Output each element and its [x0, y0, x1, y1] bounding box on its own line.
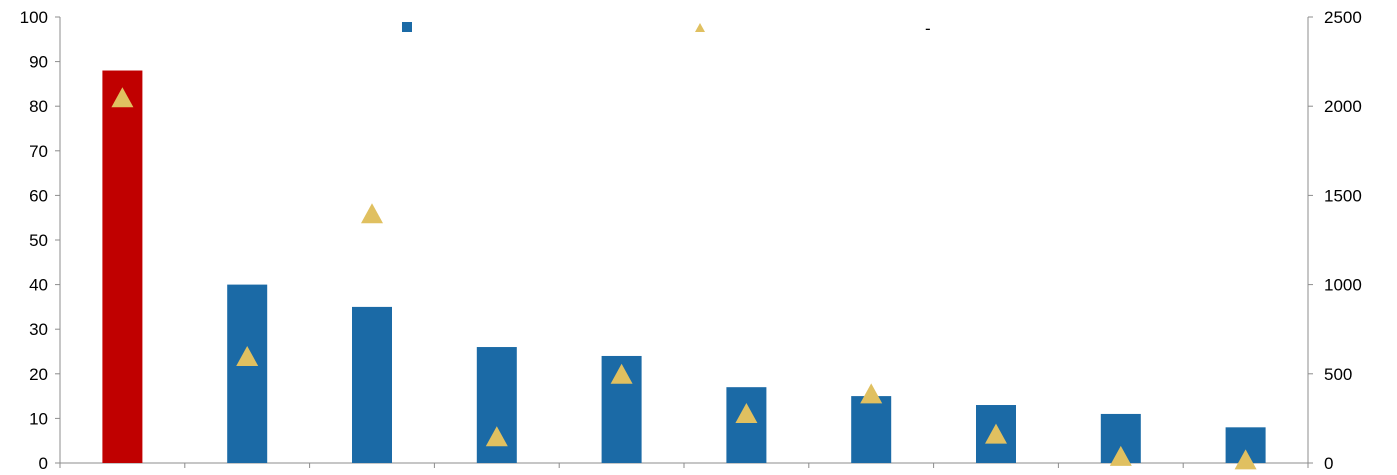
y-right-tick-label: 500 — [1324, 365, 1352, 384]
y-left-tick-label: 80 — [29, 97, 48, 116]
y-left-tick-label: 30 — [29, 320, 48, 339]
triangle-marker — [735, 403, 758, 424]
bar — [851, 396, 892, 463]
triangle-marker — [1234, 449, 1257, 470]
y-right-tick-label: 1000 — [1324, 276, 1362, 295]
legend: - — [402, 19, 931, 38]
triangle-marker — [485, 426, 508, 447]
triangle-marker — [860, 383, 883, 404]
y-left-tick-label: 40 — [29, 276, 48, 295]
y-left-tick-label: 100 — [20, 8, 48, 27]
bars — [102, 70, 1266, 464]
y-left-tick-label: 0 — [39, 454, 48, 473]
bar-highlighted — [102, 70, 143, 464]
axes: 0102030405060708090100050010001500200025… — [20, 8, 1362, 473]
triangle-marker — [111, 87, 134, 108]
y-left-tick-label: 60 — [29, 186, 48, 205]
y-right-tick-label: 0 — [1324, 454, 1333, 473]
triangle-marker — [1109, 445, 1132, 466]
y-right-tick-label: 1500 — [1324, 186, 1362, 205]
y-right-tick-label: 2500 — [1324, 8, 1362, 27]
y-left-tick-label: 90 — [29, 53, 48, 72]
legend-bar-swatch — [402, 22, 412, 32]
legend-extra-text: - — [925, 19, 931, 38]
markers — [111, 87, 1257, 470]
y-left-tick-label: 50 — [29, 231, 48, 250]
y-left-tick-label: 10 — [29, 409, 48, 428]
y-left-tick-label: 70 — [29, 142, 48, 161]
legend-triangle-swatch — [695, 23, 705, 32]
bar — [352, 306, 392, 463]
triangle-marker — [985, 423, 1007, 444]
bar — [726, 387, 767, 463]
triangle-marker — [361, 203, 383, 224]
triangle-marker — [610, 363, 633, 384]
bar — [227, 284, 268, 463]
triangle-marker — [236, 345, 259, 366]
y-right-tick-label: 2000 — [1324, 97, 1362, 116]
y-left-tick-label: 20 — [29, 365, 48, 384]
